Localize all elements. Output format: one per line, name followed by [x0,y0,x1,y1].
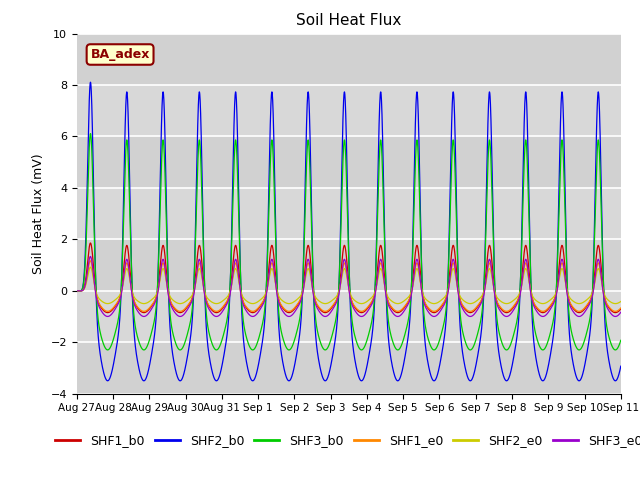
Text: BA_adex: BA_adex [90,48,150,61]
Legend: SHF1_b0, SHF2_b0, SHF3_b0, SHF1_e0, SHF2_e0, SHF3_e0: SHF1_b0, SHF2_b0, SHF3_b0, SHF1_e0, SHF2… [51,429,640,452]
Bar [77,136,621,188]
Bar [77,342,621,394]
Y-axis label: Soil Heat Flux (mV): Soil Heat Flux (mV) [32,153,45,274]
Title: Soil Heat Flux: Soil Heat Flux [296,13,401,28]
Bar [77,34,621,85]
Bar [77,240,621,291]
